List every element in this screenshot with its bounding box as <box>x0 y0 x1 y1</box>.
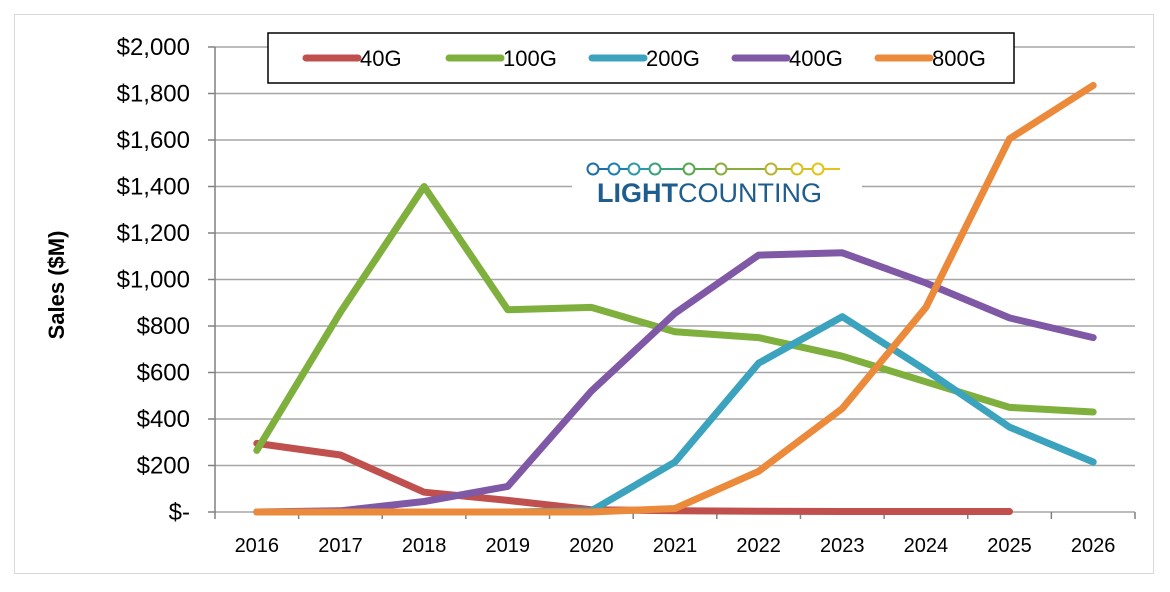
y-tick-label: $800 <box>137 313 190 340</box>
x-tick-labels: 2016 2017 2018 2019 2020 2021 2022 2023 2024 2025… <box>235 535 1116 557</box>
x-tick-label: 2025 <box>987 535 1032 557</box>
y-tick-label: $2,000 <box>117 34 190 61</box>
x-tick-label: 2017 <box>318 535 363 557</box>
logo-dot <box>714 162 728 176</box>
x-tick-label: 2026 <box>1071 535 1116 557</box>
x-tick-label: 2024 <box>904 535 949 557</box>
y-tick-label: $1,400 <box>117 174 190 201</box>
y-tick-label: $1,600 <box>117 127 190 154</box>
logo-dot <box>811 162 825 176</box>
logo-dot <box>648 162 662 176</box>
series-line-400g <box>253 249 1097 516</box>
logo-text: LIGHTCOUNTING <box>597 178 822 208</box>
x-tick-label: 2020 <box>569 535 614 557</box>
logo-dot <box>682 162 696 176</box>
legend-label: 400G <box>789 46 843 71</box>
logo-dot <box>764 162 778 176</box>
legend-label: 100G <box>503 46 557 71</box>
lightcounting-logo: LIGHTCOUNTING <box>572 154 862 216</box>
logo-dot <box>586 162 600 176</box>
x-tick-label: 2023 <box>820 535 865 557</box>
y-tick-label: $1,200 <box>117 220 190 247</box>
logo-text-regular: COUNTING <box>678 178 822 208</box>
y-tick-label: $600 <box>137 360 190 387</box>
y-tick-label: $200 <box>137 453 190 480</box>
y-tick-label: $400 <box>137 406 190 433</box>
series-lines <box>253 81 1097 516</box>
logo-dot <box>607 162 621 176</box>
grid-lines <box>208 46 1136 519</box>
x-tick-label: 2019 <box>485 535 530 557</box>
y-tick-label: $- <box>169 499 190 526</box>
logo-text-bold: LIGHT <box>597 178 678 208</box>
legend-label: 40G <box>360 46 402 71</box>
logo-dot <box>790 162 804 176</box>
legend-label: 800G <box>932 46 986 71</box>
x-tick-label: 2021 <box>653 535 698 557</box>
series-line-200g <box>253 313 1097 516</box>
chart-frame <box>14 14 1154 574</box>
logo-dotted-line <box>586 162 840 176</box>
y-tick-label: $1,800 <box>117 81 190 108</box>
series-line-800g <box>253 81 1097 516</box>
y-tick-labels: $- $200 $400 $600 $800 $1,000 $1,200 $1,400 $1,6… <box>117 34 190 526</box>
x-tick-label: 2022 <box>736 535 781 557</box>
x-tick-label: 2018 <box>402 535 447 557</box>
legend-label: 200G <box>646 46 700 71</box>
series-line-40g <box>253 439 1013 515</box>
legend: 40G 100G 200G 400G 800G <box>267 32 1015 84</box>
logo-dot <box>627 162 641 176</box>
x-tick-label: 2016 <box>235 535 280 557</box>
y-tick-label: $1,000 <box>117 267 190 294</box>
y-axis-label: Sales ($M) <box>44 231 69 340</box>
